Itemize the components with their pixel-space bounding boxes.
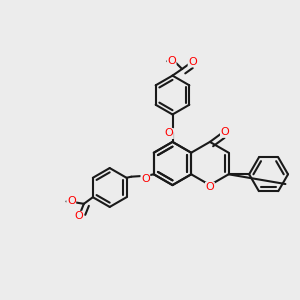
Text: O: O [74, 212, 83, 221]
Text: O: O [141, 174, 150, 184]
Text: O: O [164, 128, 173, 139]
Text: O: O [188, 57, 197, 67]
Text: O: O [67, 196, 76, 206]
Text: O: O [220, 127, 229, 137]
Text: O: O [206, 182, 214, 193]
Text: O: O [167, 56, 176, 66]
